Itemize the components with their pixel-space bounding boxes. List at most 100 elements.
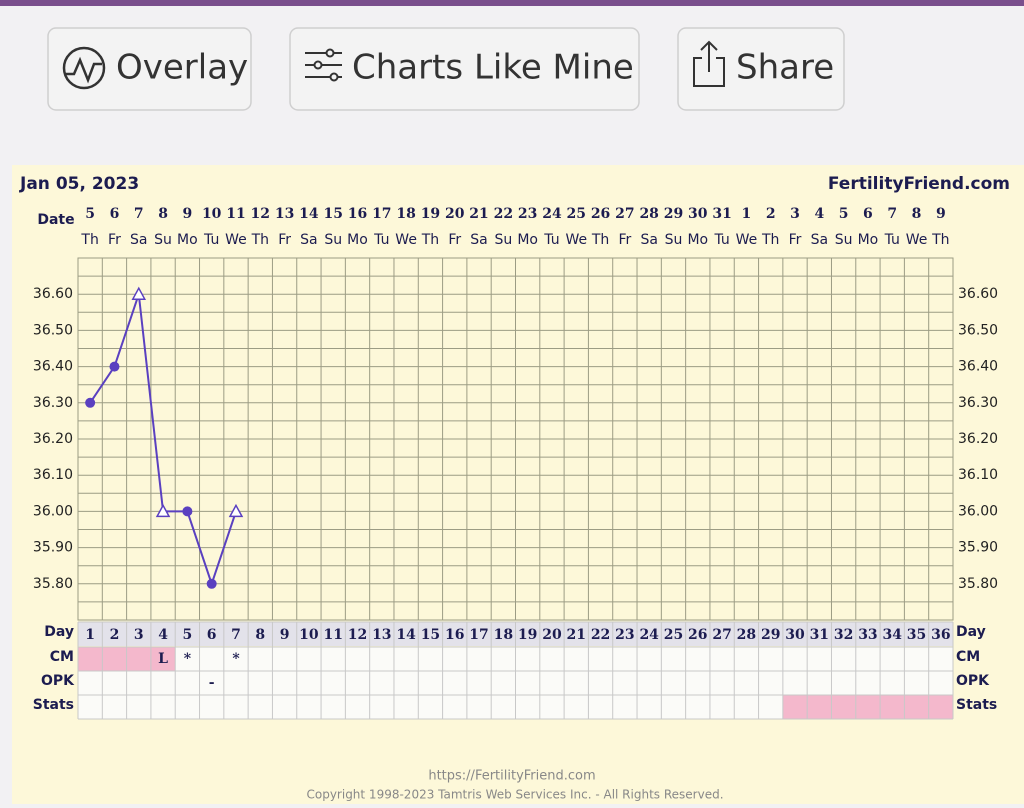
y-tick-label: 36.50 bbox=[958, 322, 998, 338]
cycle-day: 2 bbox=[110, 627, 120, 643]
y-tick-label: 36.60 bbox=[958, 286, 998, 302]
cycle-day: 7 bbox=[231, 627, 241, 643]
date-label: 8 bbox=[158, 206, 168, 222]
date-label: 18 bbox=[396, 206, 415, 222]
date-label: 5 bbox=[839, 206, 849, 222]
temperature-point bbox=[228, 503, 244, 518]
cycle-day: 17 bbox=[469, 627, 488, 643]
date-label: 11 bbox=[226, 206, 245, 222]
cycle-day: 35 bbox=[907, 627, 926, 643]
charts-like-mine-button[interactable]: Charts Like Mine bbox=[289, 27, 640, 111]
row-label: Stats bbox=[33, 697, 74, 713]
cycle-day: 23 bbox=[615, 627, 634, 643]
cycle-day: 22 bbox=[591, 627, 610, 643]
cycle-day: 27 bbox=[712, 627, 731, 643]
weekday-label: Sa bbox=[640, 232, 657, 248]
cycle-day: 28 bbox=[737, 627, 756, 643]
y-tick-label: 36.00 bbox=[958, 503, 998, 519]
cycle-day: 19 bbox=[518, 627, 537, 643]
cycle-day: 9 bbox=[280, 627, 290, 643]
weekday-label: We bbox=[736, 232, 758, 248]
weekday-label: Su bbox=[665, 232, 683, 248]
cm-entry: L bbox=[158, 651, 168, 667]
date-label: 5 bbox=[85, 206, 95, 222]
weekday-label: We bbox=[225, 232, 247, 248]
cm-entry: * bbox=[232, 651, 240, 667]
date-label: 9 bbox=[936, 206, 946, 222]
y-tick-label: 35.90 bbox=[958, 540, 998, 556]
weekday-label: We bbox=[906, 232, 928, 248]
temperature-point bbox=[182, 506, 193, 517]
button-label[interactable]: Share bbox=[736, 48, 834, 88]
row-label: Stats bbox=[956, 697, 997, 713]
y-tick-label: 36.20 bbox=[33, 431, 73, 447]
stats-highlight bbox=[928, 695, 953, 719]
date-label: 2 bbox=[766, 206, 776, 222]
row-label: Day bbox=[44, 624, 74, 640]
date-label: 21 bbox=[469, 206, 488, 222]
cycle-day: 33 bbox=[858, 627, 877, 643]
weekday-label: Sa bbox=[470, 232, 487, 248]
temperature-point bbox=[109, 361, 120, 372]
row-label: OPK bbox=[41, 673, 75, 689]
date-label: 4 bbox=[814, 206, 824, 222]
date-label: 6 bbox=[110, 206, 120, 222]
weekday-label: Fr bbox=[278, 232, 291, 248]
temperature-point bbox=[85, 397, 96, 408]
top-bar bbox=[0, 0, 1024, 6]
cycle-day: 18 bbox=[494, 627, 513, 643]
date-label: 27 bbox=[615, 206, 634, 222]
date-label: Date bbox=[37, 212, 74, 228]
button-label[interactable]: Charts Like Mine bbox=[352, 48, 634, 88]
opk-entry: - bbox=[209, 675, 215, 691]
cm-entry: * bbox=[184, 651, 192, 667]
date-label: 10 bbox=[202, 206, 222, 222]
overlay-button[interactable]: Overlay bbox=[47, 27, 252, 111]
weekday-label: Su bbox=[324, 232, 342, 248]
date-label: 13 bbox=[275, 206, 294, 222]
weekday-label: Th bbox=[421, 232, 439, 248]
date-label: 31 bbox=[712, 206, 731, 222]
cycle-day: 15 bbox=[421, 627, 440, 643]
row-label: CM bbox=[956, 649, 980, 665]
date-label: 14 bbox=[299, 206, 319, 222]
y-tick-label: 35.90 bbox=[33, 540, 73, 556]
share-button[interactable]: Share bbox=[677, 27, 845, 111]
button-label[interactable]: Overlay bbox=[116, 48, 248, 88]
date-label: 15 bbox=[323, 206, 342, 222]
cycle-day: 10 bbox=[299, 627, 319, 643]
date-label: 24 bbox=[542, 206, 562, 222]
stats-highlight bbox=[904, 695, 929, 719]
row-label: CM bbox=[50, 649, 74, 665]
cycle-day: 26 bbox=[688, 627, 707, 643]
weekday-label: Th bbox=[251, 232, 269, 248]
cycle-day: 20 bbox=[542, 627, 562, 643]
cycle-day: 11 bbox=[323, 627, 342, 643]
weekday-label: Mo bbox=[517, 232, 538, 248]
y-tick-label: 36.40 bbox=[958, 359, 998, 375]
date-label: 26 bbox=[591, 206, 610, 222]
cycle-day: 32 bbox=[834, 627, 853, 643]
date-label: 7 bbox=[887, 206, 897, 222]
weekday-label: Tu bbox=[373, 232, 389, 248]
footer-url: https://FertilityFriend.com bbox=[428, 769, 595, 784]
weekday-label: Tu bbox=[203, 232, 219, 248]
stats-highlight bbox=[855, 695, 881, 719]
weekday-label: Sa bbox=[300, 232, 317, 248]
date-label: 28 bbox=[639, 206, 658, 222]
weekday-label: Tu bbox=[543, 232, 559, 248]
cycle-day: 24 bbox=[639, 627, 659, 643]
cycle-day: 5 bbox=[183, 627, 193, 643]
footer-copyright: Copyright 1998-2023 Tamtris Web Services… bbox=[306, 788, 723, 802]
cycle-day: 16 bbox=[445, 627, 464, 643]
cm-highlight bbox=[150, 647, 176, 671]
row-label: OPK bbox=[956, 673, 990, 689]
weekday-label: We bbox=[395, 232, 417, 248]
y-tick-label: 36.00 bbox=[33, 503, 73, 519]
weekday-label: Sa bbox=[130, 232, 147, 248]
y-tick-label: 36.50 bbox=[33, 322, 73, 338]
date-label: 19 bbox=[421, 206, 440, 222]
weekday-label: Fr bbox=[789, 232, 802, 248]
date-label: 25 bbox=[567, 206, 586, 222]
